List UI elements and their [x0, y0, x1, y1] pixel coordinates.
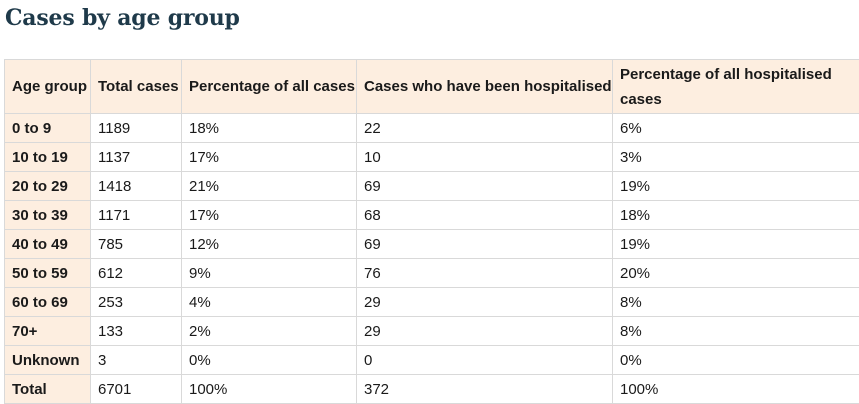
percentage-cases-cell: 17% [182, 143, 357, 172]
percentage-hospitalised-cell: 3% [613, 143, 859, 172]
percentage-hospitalised-cell: 8% [613, 317, 859, 346]
hospitalised-cell: 0 [357, 346, 613, 375]
hospitalised-cell: 69 [357, 230, 613, 259]
age-group-cell: 40 to 49 [5, 230, 91, 259]
age-group-cell: 50 to 59 [5, 259, 91, 288]
table-row: 60 to 69 253 4% 29 8% [5, 288, 859, 317]
total-cases-cell: 3 [91, 346, 182, 375]
total-cases-cell: 785 [91, 230, 182, 259]
percentage-cases-cell: 9% [182, 259, 357, 288]
table-row: 40 to 49 785 12% 69 19% [5, 230, 859, 259]
percentage-hospitalised-cell: 6% [613, 114, 859, 143]
percentage-cases-cell: 17% [182, 201, 357, 230]
percentage-hospitalised-cell: 0% [613, 346, 859, 375]
percentage-hospitalised-cell: 8% [613, 288, 859, 317]
table-row: 20 to 29 1418 21% 69 19% [5, 172, 859, 201]
percentage-hospitalised-cell: 100% [613, 375, 859, 404]
table-row: 30 to 39 1171 17% 68 18% [5, 201, 859, 230]
total-cases-cell: 1189 [91, 114, 182, 143]
total-cases-cell: 253 [91, 288, 182, 317]
column-header-percentage-of-hospitalised: Percentage of all hospitalised cases [613, 60, 859, 114]
percentage-cases-cell: 12% [182, 230, 357, 259]
age-group-cell: 30 to 39 [5, 201, 91, 230]
hospitalised-cell: 29 [357, 288, 613, 317]
page-title: Cases by age group [5, 4, 240, 32]
age-group-cell: Unknown [5, 346, 91, 375]
percentage-cases-cell: 2% [182, 317, 357, 346]
hospitalised-cell: 22 [357, 114, 613, 143]
percentage-hospitalised-cell: 19% [613, 230, 859, 259]
percentage-cases-cell: 4% [182, 288, 357, 317]
table-total-row: Total 6701 100% 372 100% [5, 375, 859, 404]
total-cases-cell: 1171 [91, 201, 182, 230]
table-row: 10 to 19 1137 17% 10 3% [5, 143, 859, 172]
age-group-cell: 60 to 69 [5, 288, 91, 317]
percentage-cases-cell: 18% [182, 114, 357, 143]
table-row: 70+ 133 2% 29 8% [5, 317, 859, 346]
hospitalised-cell: 68 [357, 201, 613, 230]
percentage-hospitalised-cell: 19% [613, 172, 859, 201]
age-group-cell: 0 to 9 [5, 114, 91, 143]
percentage-cases-cell: 0% [182, 346, 357, 375]
age-group-cell: 20 to 29 [5, 172, 91, 201]
total-cases-cell: 6701 [91, 375, 182, 404]
table-row: Unknown 3 0% 0 0% [5, 346, 859, 375]
total-cases-cell: 1418 [91, 172, 182, 201]
total-cases-cell: 1137 [91, 143, 182, 172]
table-header-row: Age group Total cases Percentage of all … [5, 60, 859, 114]
total-cases-cell: 612 [91, 259, 182, 288]
percentage-cases-cell: 21% [182, 172, 357, 201]
age-group-cell: 70+ [5, 317, 91, 346]
column-header-cases-hospitalised: Cases who have been hospitalised [357, 60, 613, 114]
table-row: 0 to 9 1189 18% 22 6% [5, 114, 859, 143]
age-group-cell: Total [5, 375, 91, 404]
percentage-hospitalised-cell: 20% [613, 259, 859, 288]
column-header-percentage-of-all-cases: Percentage of all cases [182, 60, 357, 114]
cases-by-age-table: Age group Total cases Percentage of all … [4, 59, 859, 404]
table-row: 50 to 59 612 9% 76 20% [5, 259, 859, 288]
hospitalised-cell: 10 [357, 143, 613, 172]
column-header-age-group: Age group [5, 60, 91, 114]
hospitalised-cell: 69 [357, 172, 613, 201]
hospitalised-cell: 372 [357, 375, 613, 404]
column-header-total-cases: Total cases [91, 60, 182, 114]
percentage-hospitalised-cell: 18% [613, 201, 859, 230]
hospitalised-cell: 29 [357, 317, 613, 346]
total-cases-cell: 133 [91, 317, 182, 346]
age-group-cell: 10 to 19 [5, 143, 91, 172]
hospitalised-cell: 76 [357, 259, 613, 288]
percentage-cases-cell: 100% [182, 375, 357, 404]
